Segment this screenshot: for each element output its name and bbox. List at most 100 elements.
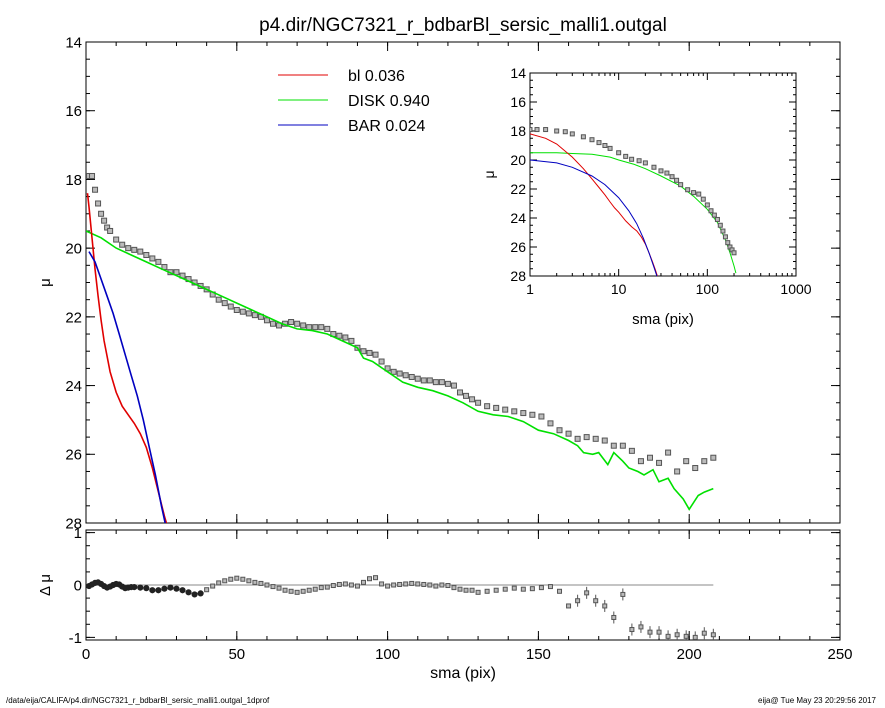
main-point-data <box>402 372 409 379</box>
resid-point <box>433 583 439 589</box>
resid-xtick-label: 100 <box>375 646 400 663</box>
main-point-data <box>149 255 156 262</box>
resid-point <box>593 598 599 604</box>
main-point-data <box>318 324 325 331</box>
resid-ytick-label: -1 <box>69 630 82 647</box>
inset-ytick-label: 28 <box>510 268 526 284</box>
main-point-data <box>396 370 403 377</box>
resid-point <box>674 632 680 638</box>
main-point-data <box>378 358 385 365</box>
main-point-data <box>245 310 252 317</box>
resid-point <box>342 581 348 587</box>
resid-xtick-label: 250 <box>827 646 852 663</box>
main-point-data <box>674 468 681 475</box>
resid-point <box>538 585 544 591</box>
main-ytick-label: 20 <box>65 241 82 258</box>
main-line-disk <box>86 230 714 511</box>
main-line-bl <box>86 193 168 523</box>
main-point-data <box>420 377 427 384</box>
main-point-data <box>450 382 457 389</box>
main-point-data <box>131 246 138 253</box>
resid-point <box>197 590 204 597</box>
main-ytick-label: 26 <box>65 447 82 464</box>
main-point-data <box>137 248 144 255</box>
inset-point-data <box>562 129 568 135</box>
resid-point <box>547 584 553 590</box>
inset-xlabel: sma (pix) <box>632 311 694 328</box>
main-axes <box>85 41 841 524</box>
main-point-data <box>463 392 470 399</box>
main-point-data <box>215 296 222 303</box>
inset-point-data <box>589 137 595 143</box>
inset-ytick-label: 18 <box>510 123 526 139</box>
main-point-data <box>119 241 126 248</box>
resid-point <box>210 583 216 589</box>
inset-point-data <box>714 216 720 222</box>
inset-point-data <box>642 160 648 166</box>
inset-point-data <box>636 158 642 164</box>
main-point-data <box>484 403 491 410</box>
resid-point <box>348 582 354 588</box>
inset-point-data <box>674 177 680 183</box>
resid-point <box>240 576 246 582</box>
resid-point <box>397 581 403 587</box>
main-point-data <box>263 317 270 324</box>
resid-point <box>451 585 457 591</box>
resid-point <box>638 624 644 630</box>
resid-point <box>415 581 421 587</box>
inset-point-data <box>543 127 549 133</box>
resid-point <box>584 590 590 596</box>
resid-point <box>360 579 366 585</box>
resid-point <box>566 603 572 609</box>
resid-point <box>427 582 433 588</box>
resid-point <box>179 587 186 594</box>
main-point-data <box>104 224 111 231</box>
resid-point <box>529 586 535 592</box>
inset-point-data <box>696 191 702 197</box>
inset-ytick-label: 24 <box>510 210 526 226</box>
resid-point <box>173 585 180 592</box>
resid-point <box>385 583 391 589</box>
resid-point <box>216 580 222 586</box>
main-point-data <box>155 258 162 265</box>
inset-point-data <box>530 127 533 133</box>
inset-point-data <box>602 143 608 148</box>
main-point-data <box>438 379 445 386</box>
resid-point <box>475 589 481 595</box>
inset-ytick-label: 14 <box>510 65 526 81</box>
main-point-data <box>336 332 343 339</box>
resid-point <box>167 584 174 591</box>
resid-point <box>557 588 563 594</box>
resid-point <box>647 629 653 635</box>
resid-point <box>282 587 288 593</box>
resid-point <box>403 581 409 587</box>
inset-xtick-label: 1 <box>526 281 534 297</box>
main-point-data <box>432 379 439 386</box>
legend-label-bl: bl 0.036 <box>348 68 405 85</box>
main-point-data <box>233 306 240 313</box>
inset-point-data <box>623 153 629 159</box>
resid-point <box>710 632 716 638</box>
main-point-data <box>646 454 653 461</box>
resid-point <box>191 591 198 598</box>
main-point-data <box>583 434 590 441</box>
resid-point <box>161 585 168 592</box>
inset-point-data <box>708 208 714 214</box>
resid-point <box>463 587 469 593</box>
inset-ytick-label: 22 <box>510 181 526 197</box>
main-point-data <box>239 308 246 315</box>
main-point-data <box>601 437 608 444</box>
main-point-data <box>95 200 102 207</box>
inset-xtick-label: 10 <box>611 281 627 297</box>
main-point-data <box>92 186 99 193</box>
main-line-bar <box>88 251 166 523</box>
main-point-data <box>113 236 120 243</box>
resid-point <box>445 583 451 589</box>
main-point-data <box>444 380 451 387</box>
main-point-data <box>556 427 563 434</box>
inset-line-bar <box>530 159 658 276</box>
main-point-data <box>692 465 699 472</box>
main-point-data <box>173 269 180 276</box>
main-point-data <box>414 375 421 382</box>
resid-point <box>312 586 318 592</box>
